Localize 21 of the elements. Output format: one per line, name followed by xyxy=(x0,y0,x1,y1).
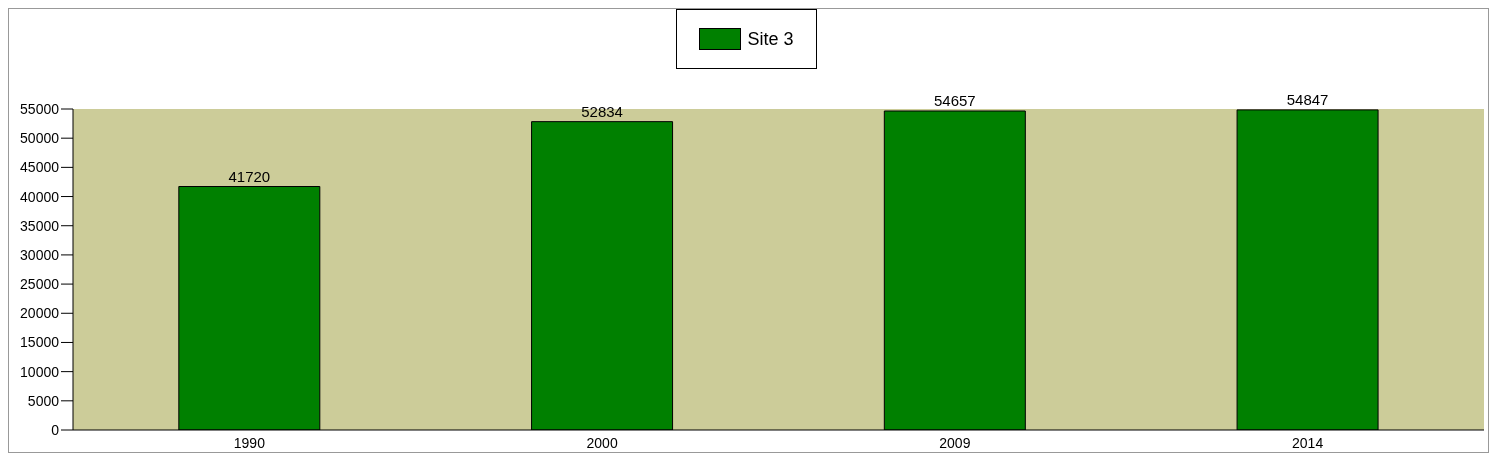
y-tick-label: 45000 xyxy=(20,159,60,176)
y-tick-label: 35000 xyxy=(20,217,60,234)
y-tick-label: 0 xyxy=(51,421,60,438)
data-label: 52834 xyxy=(581,102,623,120)
data-label: 41720 xyxy=(228,167,271,185)
y-tick-label: 55000 xyxy=(20,100,60,117)
y-tick-label: 15000 xyxy=(20,334,60,351)
y-tick-label: 5000 xyxy=(27,392,60,409)
y-tick-label: 50000 xyxy=(20,130,60,147)
x-tick-label: 1990 xyxy=(233,434,266,451)
y-tick-label: 10000 xyxy=(20,363,60,380)
data-label: 54657 xyxy=(933,92,976,109)
y-tick-label: 40000 xyxy=(20,188,60,205)
y-tick-label: 20000 xyxy=(20,305,60,322)
y-tick-label: 25000 xyxy=(20,276,60,293)
y-tick-label: 30000 xyxy=(20,246,60,263)
x-tick-label: 2000 xyxy=(586,434,618,451)
data-label: 54847 xyxy=(1286,90,1329,108)
x-tick-label: 2009 xyxy=(939,434,971,451)
x-tick-label: 2014 xyxy=(1292,434,1324,451)
legend-label: Site 3 xyxy=(746,28,794,50)
